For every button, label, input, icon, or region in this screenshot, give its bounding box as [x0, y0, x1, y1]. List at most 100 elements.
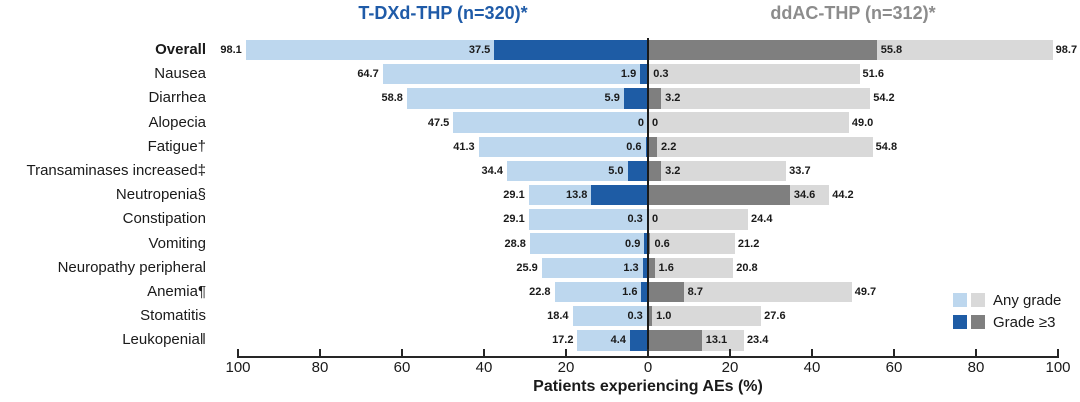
ae-row-plot: 64.7 1.9 0.3 51.6 — [238, 62, 1058, 86]
value-label-right-grade3: 1.6 — [658, 261, 674, 274]
bar-left-any-grade — [554, 281, 648, 303]
value-label-left-grade3: 5.0 — [608, 164, 624, 177]
x-axis-line — [237, 356, 1059, 358]
ae-row-plot: 58.8 5.9 3.2 54.2 — [238, 86, 1058, 110]
x-axis-tick — [647, 349, 649, 356]
bar-left-any-grade — [382, 64, 648, 85]
x-axis-tick-label: 60 — [393, 359, 411, 376]
ae-category-label: Overall — [155, 41, 206, 58]
bar-right-grade3 — [648, 185, 790, 206]
bar-right-any-grade — [648, 257, 734, 278]
legend-swatch-ddac — [971, 293, 985, 307]
value-label-right-any: 33.7 — [789, 164, 811, 177]
value-label-right-any: 98.7 — [1055, 44, 1078, 56]
value-label-left-any: 29.1 — [503, 189, 525, 202]
bar-left-any-grade — [572, 305, 648, 327]
x-axis-tick — [483, 349, 485, 356]
value-label-left-grade3: 37.5 — [468, 44, 491, 56]
x-axis-tick — [565, 349, 567, 356]
value-label-right-any: 23.4 — [746, 334, 769, 347]
ae-category-label: Constipation — [122, 210, 206, 228]
ae-row-plot: 98.1 37.5 55.8 98.7 — [220, 38, 1077, 62]
bar-right-any-grade — [648, 209, 749, 230]
bar-right-grade3 — [648, 136, 658, 158]
value-label-right-grade3: 1.0 — [656, 310, 672, 323]
value-label-right-grade3: 8.7 — [687, 285, 703, 298]
value-label-right-any: 49.0 — [851, 116, 874, 129]
ae-category-label: Fatigue† — [147, 137, 206, 155]
bar-right-any-grade — [648, 233, 735, 254]
value-label-left-any: 18.4 — [547, 310, 569, 323]
ae-row-plot: 47.5 0 0 49.0 — [238, 111, 1058, 135]
value-label-right-grade3: 2.2 — [661, 140, 677, 153]
ae-row: Neuropathy peripheral 25.9 1.3 1.6 20.8 — [0, 256, 1080, 280]
bar-right-any-grade — [648, 136, 873, 158]
value-label-right-grade3: 3.2 — [665, 164, 681, 177]
ae-row-plot: 41.3 0.6 2.2 54.8 — [238, 135, 1058, 159]
value-label-left-grade3: 1.6 — [622, 285, 638, 298]
ae-row: Alopecia 47.5 0 0 49.0 — [0, 111, 1080, 135]
value-label-left-any: 29.1 — [503, 213, 525, 226]
zero-baseline — [647, 38, 649, 358]
legend: Any grade Grade ≥3 — [953, 289, 1061, 333]
x-axis-tick-label: 20 — [721, 359, 739, 376]
bar-right-any-grade — [648, 64, 860, 85]
legend-swatch-ddac — [971, 315, 985, 329]
value-label-left-grade3: 5.9 — [604, 92, 620, 105]
x-axis-tick — [319, 349, 321, 356]
x-axis-tick — [1057, 349, 1059, 356]
x-axis-tick — [893, 349, 895, 356]
ae-row: Vomiting 28.8 0.9 0.6 21.2 — [0, 232, 1080, 256]
ae-row-plot: 28.8 0.9 0.6 21.2 — [238, 232, 1058, 256]
ae-row: Constipation 29.1 0.3 0 24.4 — [0, 207, 1080, 231]
x-axis-tick-label: 60 — [885, 359, 903, 376]
bar-right-any-grade — [648, 160, 787, 182]
x-axis-tick-label: 20 — [557, 359, 575, 376]
x-axis-tick-label: 40 — [475, 359, 493, 376]
x-axis-tick-label: 80 — [311, 359, 329, 376]
value-label-right-grade3: 0 — [652, 116, 659, 129]
value-label-left-any: 22.8 — [529, 285, 551, 298]
x-axis-tick — [811, 349, 813, 356]
bar-left-any-grade — [528, 209, 648, 230]
bar-left-grade3 — [645, 136, 648, 158]
legend-swatch-tdxd — [953, 315, 967, 329]
bar-right-grade3 — [648, 330, 702, 351]
value-label-left-any: 34.4 — [481, 164, 503, 177]
ae-category-label: Anemia¶ — [147, 282, 206, 300]
bar-right-grade3 — [648, 281, 684, 303]
value-label-right-grade3: 55.8 — [880, 44, 903, 56]
x-axis-tick-label: 80 — [967, 359, 985, 376]
ae-row: Diarrhea 58.8 5.9 3.2 54.2 — [0, 86, 1080, 110]
x-axis-tick — [975, 349, 977, 356]
ae-row: Nausea 64.7 1.9 0.3 51.6 — [0, 62, 1080, 86]
x-axis-tick — [401, 349, 403, 356]
bar-right-any-grade — [648, 281, 852, 303]
ae-row-plot: 34.4 5.0 3.2 33.7 — [238, 159, 1058, 183]
x-axis-title: Patients experiencing AEs (%) — [533, 378, 763, 395]
value-label-left-grade3: 13.8 — [566, 189, 588, 202]
value-label-right-grade3: 34.6 — [793, 189, 816, 202]
value-label-left-any: 64.7 — [357, 68, 379, 81]
value-label-left-any: 58.8 — [381, 92, 403, 105]
ae-row: Fatigue† 41.3 0.6 2.2 54.8 — [0, 135, 1080, 159]
legend-swatch-tdxd — [953, 293, 967, 307]
ae-row: Stomatitis 18.4 0.3 1.0 27.6 — [0, 304, 1080, 328]
bar-right-grade3 — [648, 88, 662, 109]
left-arm-title: T-DXd-THP (n=320)* — [358, 3, 528, 23]
bar-left-any-grade — [541, 257, 648, 278]
bar-left-grade3 — [627, 160, 648, 182]
legend-label: Grade ≥3 — [993, 313, 1056, 331]
bar-left-grade3 — [623, 88, 648, 109]
bar-left-grade3 — [640, 64, 648, 85]
bar-left-grade3 — [644, 233, 648, 254]
ae-row-plot: 29.1 0.3 0 24.4 — [238, 207, 1058, 231]
ae-row: Leukopenia‖ 17.2 4.4 13.1 23.4 — [0, 328, 1080, 352]
bar-left-any-grade — [478, 136, 648, 158]
ae-row-plot: 29.1 13.8 34.6 44.2 — [238, 183, 1058, 207]
legend-row-grade3: Grade ≥3 — [953, 311, 1061, 333]
value-label-right-grade3: 0 — [652, 213, 659, 226]
ae-category-label: Leukopenia‖ — [122, 331, 206, 349]
value-label-left-grade3: 1.3 — [623, 261, 639, 274]
